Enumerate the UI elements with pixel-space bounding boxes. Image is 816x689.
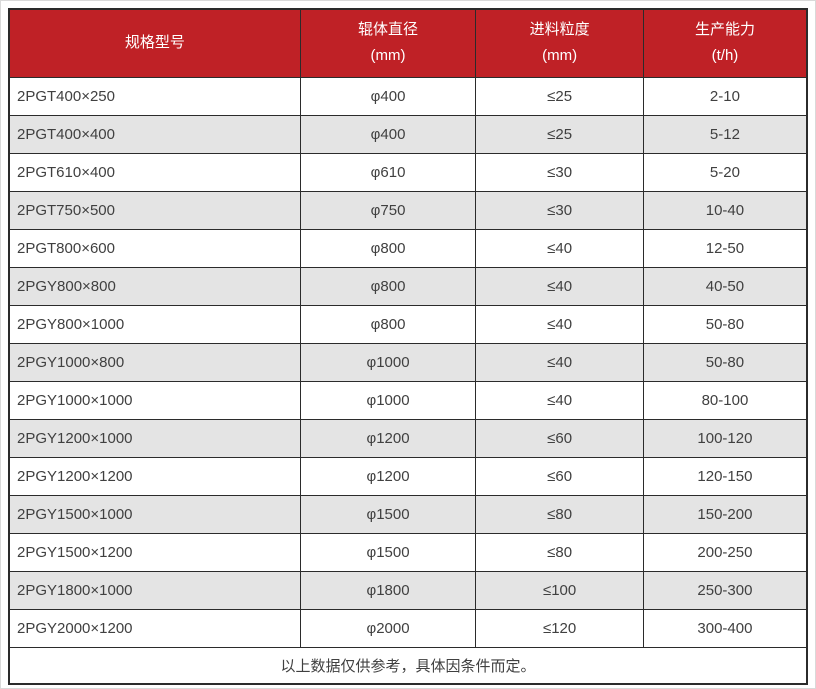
capacity-cell: 5-20	[642, 152, 808, 192]
feed-size-cell: ≤60	[475, 456, 644, 496]
footnote-row: 以上数据仅供参考，具体因条件而定。	[8, 646, 808, 685]
feed-size-cell: ≤40	[475, 304, 644, 344]
diameter-cell: φ750	[299, 190, 477, 230]
table-row: 2PGY1800×1000 φ1800 ≤100 250-300	[8, 570, 808, 610]
column-header-title: 辊体直径	[358, 21, 419, 38]
table-row: 2PGY1500×1000 φ1500 ≤80 150-200	[8, 494, 808, 534]
model-cell: 2PGY2000×1200	[8, 608, 301, 648]
feed-size-cell: ≤60	[475, 418, 644, 458]
model-cell: 2PGT610×400	[8, 152, 301, 192]
table-row: 2PGY1200×1000 φ1200 ≤60 100-120	[8, 418, 808, 458]
capacity-cell: 5-12	[642, 114, 808, 154]
diameter-cell: φ1000	[299, 342, 477, 382]
model-cell: 2PGT800×600	[8, 228, 301, 268]
feed-size-cell: ≤100	[475, 570, 644, 610]
diameter-cell: φ400	[299, 76, 477, 116]
model-cell: 2PGT750×500	[8, 190, 301, 230]
model-cell: 2PGY800×800	[8, 266, 301, 306]
model-cell: 2PGY800×1000	[8, 304, 301, 344]
model-cell: 2PGT400×400	[8, 114, 301, 154]
column-header-unit: (mm)	[542, 47, 578, 65]
diameter-cell: φ1500	[299, 494, 477, 534]
diameter-cell: φ1800	[299, 570, 477, 610]
table-row: 2PGY1000×800 φ1000 ≤40 50-80	[8, 342, 808, 382]
table-row: 2PGY1500×1200 φ1500 ≤80 200-250	[8, 532, 808, 572]
table-row: 2PGT610×400 φ610 ≤30 5-20	[8, 152, 808, 192]
feed-size-cell: ≤25	[475, 76, 644, 116]
table-row: 2PGY1200×1200 φ1200 ≤60 120-150	[8, 456, 808, 496]
column-header-title: 规格型号	[124, 34, 185, 52]
capacity-cell: 50-80	[642, 342, 808, 382]
capacity-cell: 80-100	[642, 380, 808, 420]
model-cell: 2PGY1200×1000	[8, 418, 301, 458]
table-row: 2PGY800×1000 φ800 ≤40 50-80	[8, 304, 808, 344]
spec-table: 规格型号 辊体直径 (mm) 进料粒度 (mm) 生产能力 (t/h) 2PGT400×25…	[8, 8, 808, 685]
capacity-cell: 100-120	[642, 418, 808, 458]
model-cell: 2PGY1800×1000	[8, 570, 301, 610]
column-header: 进料粒度 (mm)	[475, 8, 644, 78]
table-row: 2PGT400×250 φ400 ≤25 2-10	[8, 76, 808, 116]
model-cell: 2PGY1500×1200	[8, 532, 301, 572]
table-row: 2PGT750×500 φ750 ≤30 10-40	[8, 190, 808, 230]
diameter-cell: φ2000	[299, 608, 477, 648]
feed-size-cell: ≤80	[475, 532, 644, 572]
table-foot: 以上数据仅供参考，具体因条件而定。	[8, 646, 808, 685]
capacity-cell: 120-150	[642, 456, 808, 496]
header-row: 规格型号 辊体直径 (mm) 进料粒度 (mm) 生产能力 (t/h)	[8, 8, 808, 78]
column-header: 生产能力 (t/h)	[642, 8, 808, 78]
capacity-cell: 250-300	[642, 570, 808, 610]
diameter-cell: φ1200	[299, 418, 477, 458]
diameter-cell: φ1500	[299, 532, 477, 572]
feed-size-cell: ≤30	[475, 152, 644, 192]
feed-size-cell: ≤40	[475, 342, 644, 382]
diameter-cell: φ800	[299, 228, 477, 268]
model-cell: 2PGY1500×1000	[8, 494, 301, 534]
capacity-cell: 150-200	[642, 494, 808, 534]
table-row: 2PGY800×800 φ800 ≤40 40-50	[8, 266, 808, 306]
model-cell: 2PGY1000×800	[8, 342, 301, 382]
table-row: 2PGT400×400 φ400 ≤25 5-12	[8, 114, 808, 154]
diameter-cell: φ610	[299, 152, 477, 192]
footnote: 以上数据仅供参考，具体因条件而定。	[8, 646, 808, 685]
feed-size-cell: ≤120	[475, 608, 644, 648]
feed-size-cell: ≤40	[475, 266, 644, 306]
table-body: 2PGT400×250 φ400 ≤25 2-10 2PGT400×400 φ400 ≤25…	[8, 76, 808, 648]
capacity-cell: 300-400	[642, 608, 808, 648]
model-cell: 2PGY1200×1200	[8, 456, 301, 496]
feed-size-cell: ≤80	[475, 494, 644, 534]
diameter-cell: φ800	[299, 266, 477, 306]
feed-size-cell: ≤40	[475, 228, 644, 268]
capacity-cell: 40-50	[642, 266, 808, 306]
capacity-cell: 10-40	[642, 190, 808, 230]
column-header-unit: (mm)	[370, 47, 406, 65]
diameter-cell: φ1200	[299, 456, 477, 496]
capacity-cell: 50-80	[642, 304, 808, 344]
capacity-cell: 12-50	[642, 228, 808, 268]
table-row: 2PGY2000×1200 φ2000 ≤120 300-400	[8, 608, 808, 648]
feed-size-cell: ≤30	[475, 190, 644, 230]
feed-size-cell: ≤40	[475, 380, 644, 420]
column-header-title: 进料粒度	[529, 21, 590, 38]
model-cell: 2PGY1000×1000	[8, 380, 301, 420]
table-row: 2PGY1000×1000 φ1000 ≤40 80-100	[8, 380, 808, 420]
column-header-unit: (t/h)	[711, 47, 739, 65]
table-head: 规格型号 辊体直径 (mm) 进料粒度 (mm) 生产能力 (t/h)	[8, 8, 808, 78]
table-row: 2PGT800×600 φ800 ≤40 12-50	[8, 228, 808, 268]
feed-size-cell: ≤25	[475, 114, 644, 154]
capacity-cell: 200-250	[642, 532, 808, 572]
capacity-cell: 2-10	[642, 76, 808, 116]
column-header-title: 生产能力	[694, 21, 755, 38]
diameter-cell: φ1000	[299, 380, 477, 420]
diameter-cell: φ400	[299, 114, 477, 154]
model-cell: 2PGT400×250	[8, 76, 301, 116]
diameter-cell: φ800	[299, 304, 477, 344]
column-header: 辊体直径 (mm)	[299, 8, 477, 78]
column-header: 规格型号	[8, 8, 301, 78]
